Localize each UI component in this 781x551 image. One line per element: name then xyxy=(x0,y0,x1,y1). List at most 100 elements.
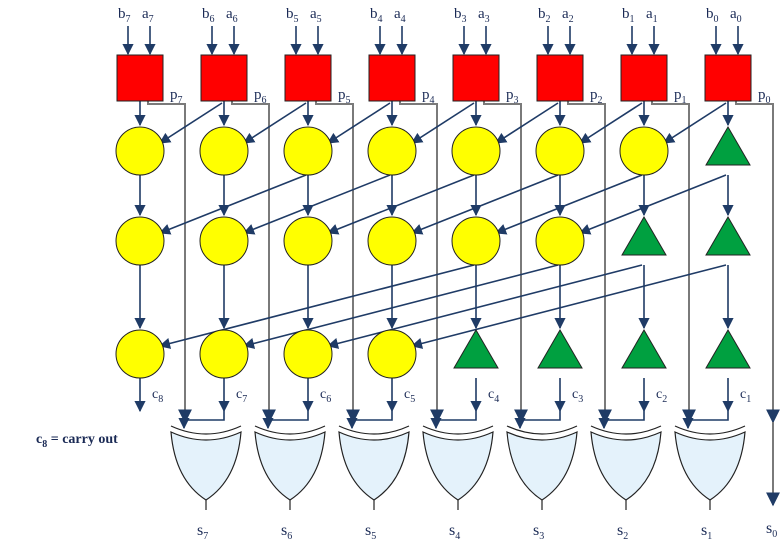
carry-feed-5 xyxy=(598,411,645,430)
sum-label-s0: s0 xyxy=(766,520,777,540)
propagate-wire-p7 xyxy=(147,101,192,424)
sum-label-s3: s3 xyxy=(533,522,544,542)
prefix-arrow-s0-6 xyxy=(663,102,727,144)
black-cell-s1-3 xyxy=(367,216,417,266)
sum-label-s5: s5 xyxy=(365,522,376,542)
buffer-cell-s0-7 xyxy=(705,126,751,166)
prefix-arrow-s1-0 xyxy=(158,174,307,235)
xor-gate-1 xyxy=(254,431,326,501)
propagate-label-p6: p6 xyxy=(254,87,267,106)
pg-cell-1 xyxy=(620,54,668,102)
xor-gate-3 xyxy=(422,431,494,501)
buffer-cell-s1-6 xyxy=(621,216,667,256)
black-cell-s0-5 xyxy=(535,126,585,176)
pg-cell-2 xyxy=(536,54,584,102)
propagate-wire-p2 xyxy=(567,101,612,424)
prefix-arrow-s1-3 xyxy=(410,174,559,235)
input-label-b2: b2 xyxy=(538,6,551,25)
carry-label-c3: c3 xyxy=(572,387,583,405)
input-label-b6: b6 xyxy=(202,6,215,25)
xor-gate-2 xyxy=(338,431,410,501)
carry-label-c4: c4 xyxy=(488,387,499,405)
input-label-a4: a4 xyxy=(394,6,406,25)
buffer-cell-s1-7 xyxy=(705,216,751,256)
pg-cell-4 xyxy=(368,54,416,102)
black-cell-s0-3 xyxy=(367,126,417,176)
black-cell-s1-0 xyxy=(115,216,165,266)
prefix-arrow-s0-4 xyxy=(495,102,559,144)
shapes-layer xyxy=(115,54,752,501)
buffer-cell-s2-7 xyxy=(705,329,751,369)
black-cell-s0-4 xyxy=(451,126,501,176)
propagate-wire-p6 xyxy=(231,101,276,424)
carry-label-c7: c7 xyxy=(236,387,247,405)
sum-label-s7: s7 xyxy=(197,522,208,542)
propagate-wire-p1 xyxy=(651,101,696,424)
prefix-arrow-s1-1 xyxy=(242,174,391,235)
prefix-arrow-s0-3 xyxy=(411,102,475,144)
input-label-a0: a0 xyxy=(730,6,742,25)
xor-gate-6 xyxy=(674,431,746,501)
input-label-b5: b5 xyxy=(286,6,299,25)
pg-cell-5 xyxy=(284,54,332,102)
buffer-cell-s2-6 xyxy=(621,329,667,369)
propagate-wire-p4 xyxy=(399,101,444,424)
xor-gate-extra-arc-3 xyxy=(422,425,494,435)
input-label-a5: a5 xyxy=(310,6,322,25)
sum-label-s2: s2 xyxy=(617,522,628,542)
xor-gate-extra-arc-1 xyxy=(254,425,326,435)
black-cell-s1-5 xyxy=(535,216,585,266)
xor-gate-extra-arc-0 xyxy=(170,425,242,435)
carry-feed-6 xyxy=(682,411,729,430)
carry-out-label: c8 = carry out xyxy=(36,432,118,450)
black-cell-s0-6 xyxy=(619,126,669,176)
prefix-arrow-s1-4 xyxy=(494,174,643,235)
black-cell-s1-2 xyxy=(283,216,333,266)
input-label-a1: a1 xyxy=(646,6,658,25)
prefix-arrow-s2-3 xyxy=(410,264,727,349)
pg-cell-7 xyxy=(116,54,164,102)
sum-label-s4: s4 xyxy=(449,522,460,542)
carry-feed-2 xyxy=(346,411,393,430)
prefix-arrow-s0-0 xyxy=(159,102,223,144)
carry-label-c8: c8 xyxy=(152,387,163,405)
prefix-arrow-s1-5 xyxy=(578,174,727,235)
black-cell-s2-0 xyxy=(115,329,165,379)
black-cell-s2-3 xyxy=(367,329,417,379)
buffer-cell-s2-4 xyxy=(453,329,499,369)
xor-gate-extra-arc-4 xyxy=(506,425,578,435)
xor-gate-5 xyxy=(590,431,662,501)
propagate-wire-p5 xyxy=(315,101,360,424)
prefix-arrow-s0-5 xyxy=(579,102,643,144)
propagate-label-p2: p2 xyxy=(590,87,603,106)
propagate-wire-p0 xyxy=(735,101,780,424)
prefix-arrow-s0-2 xyxy=(327,102,391,144)
propagate-label-p7: p7 xyxy=(170,87,183,106)
carry-label-c6: c6 xyxy=(320,387,331,405)
black-cell-s0-2 xyxy=(283,126,333,176)
xor-gate-4 xyxy=(506,431,578,501)
black-cell-s0-0 xyxy=(115,126,165,176)
input-label-b7: b7 xyxy=(118,6,131,25)
carry-feed-3 xyxy=(430,411,477,430)
input-label-b0: b0 xyxy=(706,6,719,25)
propagate-label-p4: p4 xyxy=(422,87,435,106)
pg-cell-6 xyxy=(200,54,248,102)
pg-cell-3 xyxy=(452,54,500,102)
propagate-label-p5: p5 xyxy=(338,87,351,106)
propagate-label-p3: p3 xyxy=(506,87,519,106)
pg-cell-0 xyxy=(704,54,752,102)
input-label-a2: a2 xyxy=(562,6,574,25)
carry-feed-4 xyxy=(514,411,561,430)
carry-label-c1: c1 xyxy=(740,387,751,405)
sum-label-s1: s1 xyxy=(701,522,712,542)
input-label-a3: a3 xyxy=(478,6,490,25)
prefix-arrow-s1-2 xyxy=(326,174,475,235)
input-label-b3: b3 xyxy=(454,6,467,25)
carry-feed-0 xyxy=(178,411,225,430)
labels-layer: c8 = carry out b7 a7 p7 c8 b6 a6 p6 c7 b5 a5 p5 c6 b… xyxy=(36,6,777,542)
input-label-b1: b1 xyxy=(622,6,635,25)
black-cell-s1-1 xyxy=(199,216,249,266)
carry-label-c2: c2 xyxy=(656,387,667,405)
